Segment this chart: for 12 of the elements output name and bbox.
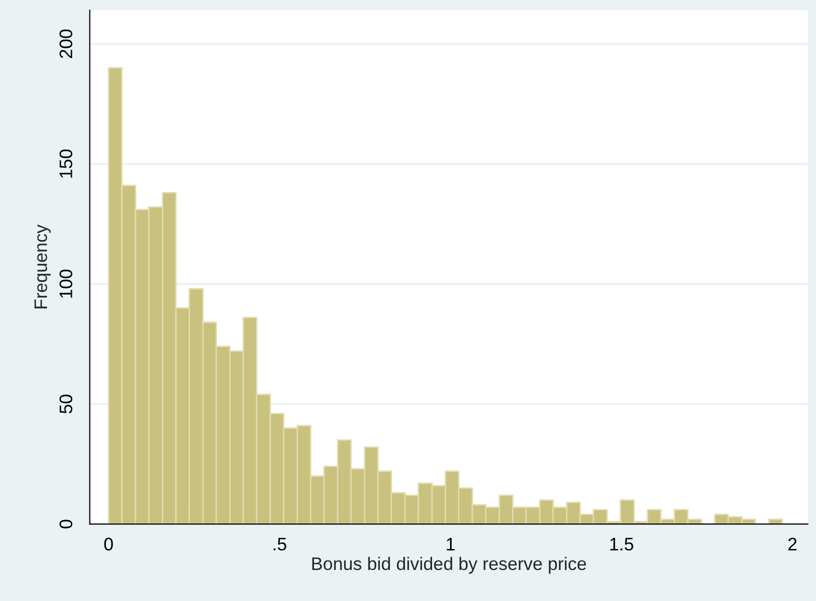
x-tick-label: 1.5: [610, 538, 634, 551]
y-tick-label: 100: [60, 270, 72, 298]
y-axis-title: Frequency: [34, 224, 51, 308]
x-tick-label: .5: [274, 538, 286, 551]
y-tick-label: 0: [60, 520, 72, 528]
y-tick-label: 200: [60, 29, 72, 58]
x-tick-label: 0: [104, 538, 113, 551]
x-tick-label: 1: [446, 538, 455, 550]
x-axis-title: Bonus bid divided by reserve price: [312, 556, 586, 574]
y-tick-label: 150: [60, 150, 72, 178]
y-tick-label: 50: [60, 394, 72, 414]
x-tick-label: 2: [788, 538, 797, 550]
